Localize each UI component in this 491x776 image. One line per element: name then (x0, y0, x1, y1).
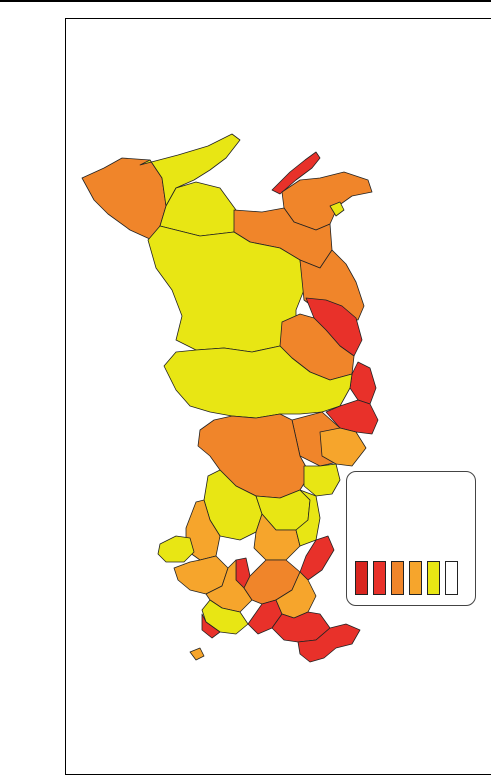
region-south-lower-red-2[interactable] (271, 611, 331, 643)
top-rule (0, 0, 491, 2)
region-southeast-orange-2[interactable] (319, 427, 367, 467)
region-southwest-red[interactable] (201, 613, 221, 639)
legend-swatch-white (445, 561, 458, 595)
legend-swatches (355, 561, 458, 595)
legend-swatch-dark-red (355, 561, 368, 595)
region-northwest[interactable] (81, 157, 167, 241)
legend-swatch-dark-orange (391, 561, 404, 595)
region-south-east-yellow[interactable] (295, 489, 321, 547)
region-south-yellow-small[interactable] (303, 463, 341, 497)
region-island-south[interactable] (189, 647, 205, 661)
map-frame (65, 18, 491, 775)
legend-swatch-red (373, 561, 386, 595)
map-legend (346, 471, 476, 606)
region-north-yellow[interactable] (139, 133, 241, 207)
region-south-tip-red[interactable] (297, 623, 361, 663)
legend-swatch-yellow (427, 561, 440, 595)
legend-swatch-orange (409, 561, 422, 595)
region-south-red-strip[interactable] (299, 535, 335, 581)
region-northeast-islet[interactable] (329, 201, 345, 217)
region-central-south[interactable] (163, 345, 353, 419)
region-east-red-2[interactable] (349, 361, 377, 405)
region-island-west[interactable] (157, 535, 195, 563)
